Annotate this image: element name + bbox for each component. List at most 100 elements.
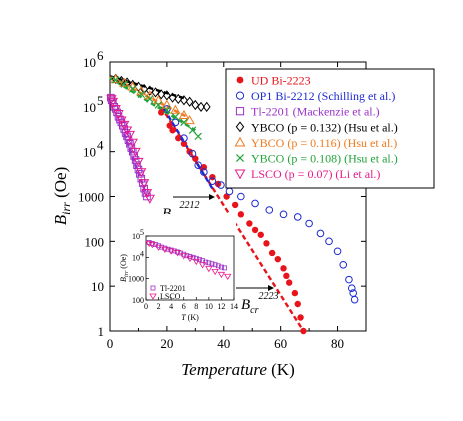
inset-data-point <box>148 242 156 249</box>
inset-data-point <box>203 259 209 265</box>
inset-data-point <box>180 253 188 260</box>
data-point <box>274 255 282 263</box>
inset-y-tick-label: 100 <box>132 296 144 305</box>
legend-label: LSCO (p = 0.07) (Li et al.) <box>251 167 380 181</box>
inset-series-1 <box>145 240 232 281</box>
data-point <box>113 109 124 120</box>
data-point <box>120 125 129 133</box>
data-point <box>110 105 121 115</box>
data-point <box>169 127 176 134</box>
legend-marker <box>235 121 245 133</box>
fit-line <box>123 133 149 197</box>
legend-label: OP1 Bi-2212 (Schilling et al.) <box>251 89 395 103</box>
data-point <box>143 192 151 201</box>
data-point <box>265 206 274 214</box>
data-point <box>316 229 325 238</box>
x-tick-label: 20 <box>160 336 173 351</box>
data-point <box>192 155 199 162</box>
data-point <box>231 201 239 209</box>
inset-data-point <box>181 251 187 257</box>
inset-data-point <box>193 255 199 261</box>
legend-marker <box>235 107 245 116</box>
inset-data-point <box>206 260 212 266</box>
data-point <box>294 300 301 308</box>
data-point <box>208 177 217 185</box>
data-point <box>133 157 144 167</box>
data-point <box>263 240 270 247</box>
data-point <box>185 96 194 107</box>
legend-marker <box>235 91 245 100</box>
y-tick-label: 100 <box>85 234 105 249</box>
inset-y-tick-label: 10 <box>132 253 140 262</box>
legend-label: Tl-2201 (Mackenzie et al.) <box>251 105 380 119</box>
data-point <box>116 116 127 126</box>
inset-y-tick-label: 10 <box>132 232 140 241</box>
inset-y-tick-exponent: 5 <box>140 228 144 237</box>
y-tick-label: 1 <box>98 324 105 339</box>
inset-legend-marker <box>149 293 157 300</box>
inset-data-point <box>224 273 232 281</box>
data-point <box>168 92 177 103</box>
data-point <box>120 80 128 88</box>
data-point <box>163 105 171 113</box>
y-tick-exponent: 6 <box>97 48 104 63</box>
data-point <box>202 101 211 112</box>
data-point <box>283 272 290 280</box>
inset-legend-label: LSCO <box>160 292 181 301</box>
data-point <box>350 295 359 304</box>
data-point <box>305 219 313 228</box>
data-point <box>191 99 200 111</box>
inset-data-point <box>211 268 219 276</box>
data-point <box>194 132 202 141</box>
data-point <box>180 118 188 127</box>
inset-x-tick-label: 4 <box>169 302 173 311</box>
inset-x-tick-label: 0 <box>144 302 148 311</box>
inset-y-tick-label: 1000 <box>128 275 144 284</box>
data-point <box>347 284 356 293</box>
series-0 <box>158 109 307 335</box>
data-point <box>180 134 188 142</box>
legend-marker <box>234 136 246 147</box>
y-tick-exponent: 4 <box>97 138 104 153</box>
series-6 <box>106 95 155 204</box>
data-point <box>246 220 253 227</box>
x-tick-label: 60 <box>274 336 287 351</box>
data-point <box>257 231 264 238</box>
data-point <box>200 168 208 176</box>
data-point <box>145 85 154 96</box>
data-point <box>188 126 197 135</box>
data-point <box>339 260 348 269</box>
inset-data-point <box>205 266 213 273</box>
data-point <box>144 194 155 204</box>
inset-legend-marker <box>150 285 156 291</box>
data-point <box>130 147 141 157</box>
data-point <box>237 211 245 218</box>
inset-data-point <box>219 264 224 270</box>
inset-data-point <box>215 263 221 269</box>
data-point <box>127 138 138 148</box>
data-point <box>345 275 353 284</box>
data-point <box>209 173 216 181</box>
inset-background <box>116 214 236 310</box>
inset-data-point <box>154 244 163 251</box>
inset-x-ticks: 0 2 4 6 8 10 12 14 <box>144 297 238 311</box>
inset-legend-label: Tl-2201 <box>160 284 186 293</box>
data-point <box>157 89 166 100</box>
x-ticks: 0 20 40 60 80 <box>107 62 344 351</box>
inset-data-point <box>156 243 161 249</box>
y-tick-label: 10 <box>91 279 104 294</box>
inset-data-point <box>167 248 175 255</box>
data-point <box>171 118 180 127</box>
data-point <box>180 95 188 106</box>
data-point <box>153 94 164 105</box>
data-point <box>300 327 307 335</box>
data-point <box>129 85 137 93</box>
data-point <box>107 97 119 108</box>
data-point <box>138 179 150 189</box>
inset-data-point <box>192 258 200 266</box>
